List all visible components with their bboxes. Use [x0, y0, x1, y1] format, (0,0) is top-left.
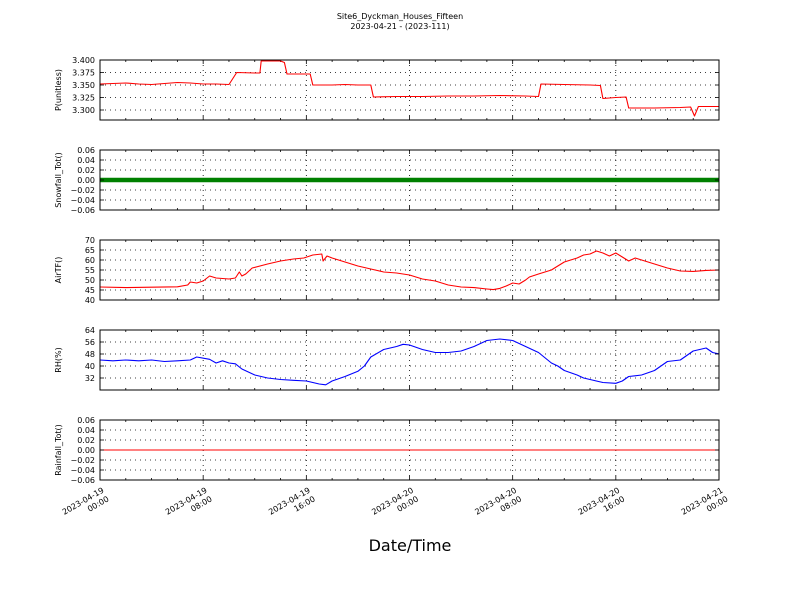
y-tick-label: −0.02 — [70, 186, 95, 195]
subplot: −0.06−0.04−0.020.000.020.040.06 Snowfall_… — [54, 146, 720, 215]
y-tick-label: 40 — [85, 296, 95, 305]
y-axis-label: P(unitless) — [54, 69, 63, 111]
y-tick-label: 50 — [85, 276, 95, 285]
y-tick-label: 0.02 — [77, 436, 95, 445]
y-tick-label: 0.04 — [77, 156, 95, 165]
y-tick-label: −0.06 — [70, 476, 95, 485]
plot-frame — [99, 149, 720, 211]
y-axis-label: AirTF() — [54, 257, 63, 284]
subplot: −0.06−0.04−0.020.000.020.040.06 Rainfall_… — [54, 416, 720, 485]
y-tick-label: 55 — [85, 266, 95, 275]
y-tick-label: 0.00 — [77, 176, 95, 185]
y-tick-label: 0.00 — [77, 446, 95, 455]
x-axis-label: Date/Time — [369, 536, 452, 555]
y-tick-label: 3.400 — [72, 56, 95, 65]
y-tick-label: 60 — [85, 256, 95, 265]
chart-title: Site6_Dyckman_Houses_Fifteen — [337, 12, 463, 21]
y-tick-label: 45 — [85, 286, 95, 295]
plot-frame — [99, 59, 720, 121]
y-tick-label: 56 — [85, 338, 95, 347]
subplot: 32 40 48 56 64 RH(%) — [54, 326, 720, 391]
series-line — [100, 60, 719, 117]
series-line — [100, 250, 719, 291]
subplots: 3.300 3.325 3.350 3.375 3.400 P(unitless) −0.0… — [54, 56, 720, 485]
y-tick-label: 3.375 — [72, 69, 95, 78]
plot-frame — [99, 419, 720, 481]
plot-frame — [99, 239, 720, 301]
y-axis-label: RH(%) — [54, 347, 63, 372]
y-tick-label: 0.04 — [77, 426, 95, 435]
y-axis-label: Rainfall_Tot() — [54, 424, 63, 476]
y-tick-label: 0.02 — [77, 166, 95, 175]
subplot: 3.300 3.325 3.350 3.375 3.400 P(unitless) — [54, 56, 720, 121]
y-tick-label: 0.06 — [77, 146, 95, 155]
y-axis-label: Snowfall_Tot() — [54, 152, 63, 208]
y-tick-label: 3.350 — [72, 81, 95, 90]
y-tick-label: 64 — [85, 326, 95, 335]
y-tick-label: 0.06 — [77, 416, 95, 425]
y-tick-label: −0.02 — [70, 456, 95, 465]
y-tick-label: 48 — [85, 350, 95, 359]
chart-subtitle: 2023-04-21 - (2023-111) — [350, 22, 449, 31]
series-line — [100, 338, 719, 386]
y-tick-label: −0.06 — [70, 206, 95, 215]
y-tick-label: 3.300 — [72, 106, 95, 115]
plot-frame — [99, 329, 720, 391]
y-tick-label: −0.04 — [70, 466, 95, 475]
y-tick-label: −0.04 — [70, 196, 95, 205]
y-tick-label: 3.325 — [72, 94, 95, 103]
y-tick-label: 40 — [85, 362, 95, 371]
y-tick-label: 32 — [85, 374, 95, 383]
y-tick-label: 65 — [85, 246, 95, 255]
y-tick-label: 70 — [85, 236, 95, 245]
